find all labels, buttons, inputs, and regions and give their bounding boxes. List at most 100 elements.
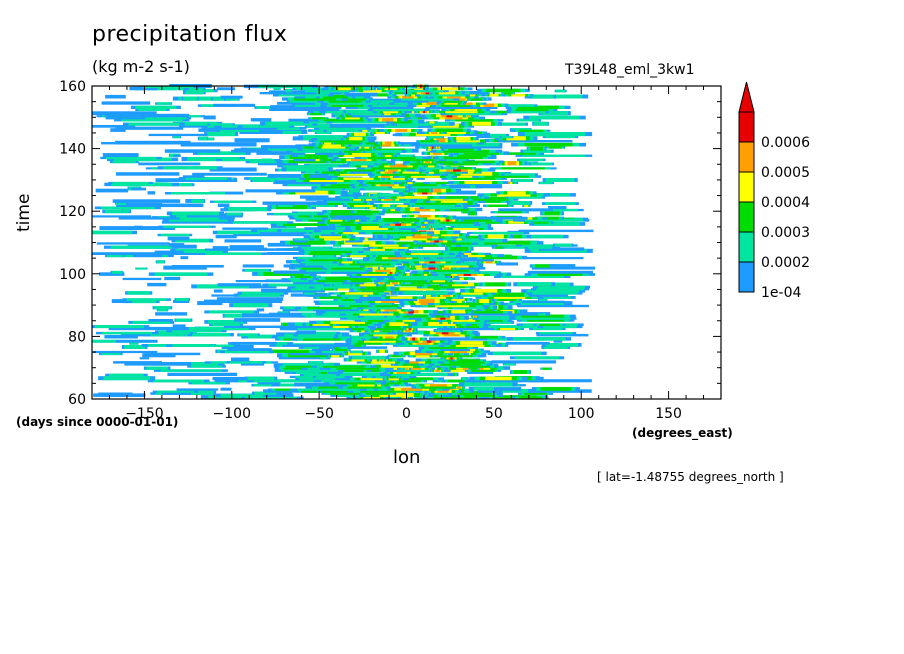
field-cell bbox=[349, 275, 421, 278]
field-cell bbox=[180, 256, 189, 260]
field-cell-core bbox=[207, 132, 236, 137]
field-cell-core bbox=[328, 99, 362, 103]
field-cell-core bbox=[431, 359, 446, 362]
field-cell-core bbox=[332, 220, 393, 224]
field-cell bbox=[113, 361, 162, 364]
field-cell-core bbox=[457, 359, 480, 362]
field-cell-core bbox=[370, 359, 396, 364]
field-cell-core bbox=[426, 340, 432, 343]
field-cell bbox=[425, 105, 498, 109]
field-cell-core bbox=[399, 236, 427, 241]
field-cell-core bbox=[483, 103, 495, 107]
field-cell-core bbox=[306, 269, 366, 272]
field-cell-core bbox=[359, 148, 372, 151]
field-cell-core bbox=[416, 159, 462, 164]
field-cell-core bbox=[434, 269, 470, 272]
field-cell-core bbox=[333, 160, 388, 164]
field-cell bbox=[271, 224, 292, 228]
field-cell bbox=[327, 346, 387, 349]
field-cell-core bbox=[352, 355, 386, 360]
field-cell bbox=[334, 342, 355, 347]
field-cell-core bbox=[318, 300, 367, 304]
field-cell-core bbox=[410, 243, 438, 247]
field-cell-core bbox=[425, 188, 441, 193]
field-cell bbox=[235, 280, 291, 283]
field-cell-core bbox=[415, 351, 432, 356]
field-cell-core bbox=[301, 312, 317, 316]
field-cell-core bbox=[539, 323, 560, 326]
field-cell-core bbox=[367, 302, 392, 306]
y-tick-label: 120 bbox=[59, 204, 86, 220]
field-cell-core bbox=[469, 311, 503, 314]
field-cell-core bbox=[299, 377, 336, 381]
field-cell bbox=[139, 357, 150, 360]
field-cell bbox=[318, 344, 335, 349]
field-cell bbox=[234, 299, 283, 303]
field-cell-core bbox=[431, 225, 445, 228]
field-cell-core bbox=[209, 123, 233, 126]
field-cell-core bbox=[436, 243, 492, 247]
field-cell-core bbox=[297, 333, 335, 337]
field-cell-core bbox=[442, 294, 451, 297]
field-cell-core bbox=[323, 265, 361, 268]
field-cell bbox=[215, 234, 237, 239]
field-cell bbox=[116, 172, 180, 176]
field-cell bbox=[131, 187, 146, 191]
chart-units: (kg m-2 s-1) bbox=[92, 57, 190, 76]
field-cell-core bbox=[314, 157, 320, 162]
field-cell-core bbox=[405, 182, 437, 187]
field-cell bbox=[522, 300, 565, 303]
field-cell-core bbox=[420, 140, 435, 143]
field-cell-core bbox=[437, 390, 449, 393]
field-cell bbox=[277, 101, 316, 105]
field-cell bbox=[234, 138, 270, 143]
field-cell-core bbox=[497, 193, 531, 197]
field-cell-core bbox=[460, 363, 490, 368]
field-cell-core bbox=[429, 260, 436, 264]
field-cell bbox=[213, 103, 255, 107]
field-cell-core bbox=[295, 87, 323, 91]
field-cell-core bbox=[342, 232, 364, 235]
field-cell-core bbox=[278, 93, 329, 97]
field-cell bbox=[293, 158, 316, 162]
field-cell-core bbox=[402, 95, 414, 99]
field-cell-core bbox=[185, 91, 204, 95]
field-cell bbox=[217, 203, 230, 207]
field-cell-core bbox=[348, 259, 402, 264]
field-cell-core bbox=[420, 142, 478, 145]
field-cell bbox=[270, 105, 342, 109]
field-cell-core bbox=[377, 382, 382, 387]
field-cell bbox=[212, 376, 272, 381]
field-cell-core bbox=[350, 350, 362, 354]
field-cell bbox=[220, 95, 243, 99]
field-cell-core bbox=[481, 133, 507, 137]
field-cell bbox=[105, 116, 141, 120]
field-cell-core bbox=[309, 179, 344, 182]
field-cell-core bbox=[365, 358, 388, 362]
field-cell bbox=[498, 208, 553, 212]
field-cell-core bbox=[487, 337, 519, 341]
field-cell bbox=[234, 318, 281, 322]
field-cell-core bbox=[349, 162, 375, 166]
field-cell-core bbox=[504, 254, 511, 258]
field-cell-core bbox=[289, 98, 318, 103]
field-cell-core bbox=[425, 293, 431, 297]
field-cell-core bbox=[492, 292, 525, 297]
field-cell-core bbox=[122, 208, 130, 212]
field-cell-core bbox=[427, 148, 432, 151]
field-cell-core bbox=[440, 220, 485, 224]
x-axis-label: lon bbox=[393, 447, 421, 468]
field-cell-core bbox=[364, 186, 409, 191]
field-cell-core bbox=[324, 141, 332, 145]
field-cell-core bbox=[425, 159, 430, 164]
field-cell-core bbox=[196, 284, 249, 289]
field-cell bbox=[245, 189, 316, 193]
field-cell-core bbox=[307, 306, 352, 310]
field-cell-core bbox=[136, 267, 147, 270]
field-cell-core bbox=[156, 390, 195, 393]
field-cell-core bbox=[363, 294, 368, 297]
field-cell-core bbox=[365, 390, 390, 395]
field-cell bbox=[267, 242, 311, 247]
colorbar-box bbox=[738, 171, 755, 203]
field-cell-core bbox=[351, 102, 407, 107]
